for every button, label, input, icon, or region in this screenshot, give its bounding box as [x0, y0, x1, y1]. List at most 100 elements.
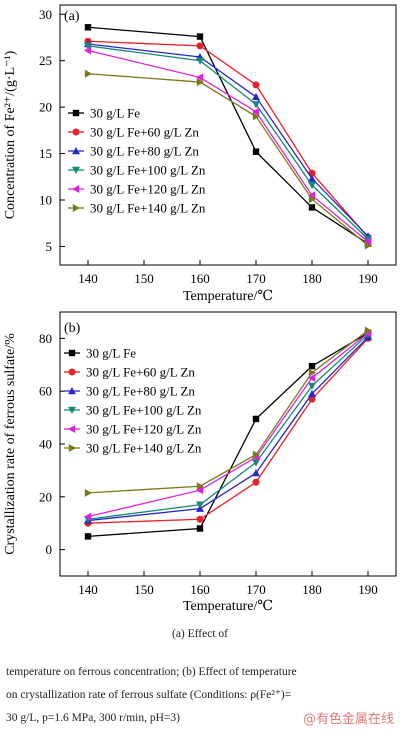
series-4: [84, 42, 372, 243]
x-tick-label: 160: [190, 582, 210, 597]
series-line: [87, 73, 369, 247]
series-6: [84, 69, 372, 250]
data-point: [196, 501, 204, 509]
data-point: [364, 241, 372, 250]
series-6: [84, 326, 372, 497]
y-axis-label: Crystallization rate of ferrous sulfate/…: [3, 333, 18, 555]
data-point: [196, 486, 204, 495]
series-5: [84, 46, 372, 246]
data-point: [84, 533, 92, 540]
data-point: [252, 459, 260, 467]
x-tick-label: 150: [134, 582, 154, 597]
x-axis-label: Temperature/℃: [183, 289, 273, 304]
y-tick-label: 20: [39, 489, 52, 504]
data-point: [308, 174, 316, 182]
legend-marker: [72, 147, 80, 155]
data-point: [308, 191, 316, 200]
legend-marker: [72, 185, 80, 193]
data-point: [308, 181, 316, 190]
y-tick-label: 40: [39, 437, 52, 452]
legend-entry: 30 g/L Fe+120 g/L Zn: [90, 182, 206, 197]
legend-entry: 30 g/L Fe+100 g/L Zn: [86, 403, 202, 418]
legend-entry: 30 g/L Fe: [86, 346, 136, 361]
x-tick-label: 160: [190, 271, 210, 286]
caption-line-3: on crystallization rate of ferrous sulfa…: [6, 689, 292, 701]
data-point: [84, 69, 92, 78]
data-point: [308, 204, 316, 211]
watermark: @有色金属在线: [302, 712, 394, 727]
legend-marker: [68, 444, 76, 452]
data-point: [308, 374, 316, 382]
legend: 30 g/L Fe 30 g/L Fe+60 g/L Zn 30 g/L Fe+80…: [68, 106, 206, 216]
data-point: [308, 382, 316, 390]
figure: 140 150 160 170 180 190 5 10 15 20 25 30 Temperature…: [3, 4, 397, 614]
data-point: [308, 362, 316, 370]
y-tick-label: 5: [46, 239, 53, 254]
data-point: [252, 469, 260, 477]
y-tick-label: 0: [46, 542, 53, 557]
data-point: [196, 42, 204, 50]
legend-marker: [72, 204, 80, 212]
chart-panel-a: 140 150 160 170 180 190 5 10 15 20 25 30 Temperature…: [3, 4, 397, 304]
y-tick-label: 80: [39, 331, 52, 346]
legend-entry: 30 g/L Fe+80 g/L Zn: [86, 384, 195, 399]
y-axis-label: Concentration of Fe²⁺/(g·L⁻¹): [3, 50, 18, 219]
data-point: [84, 488, 92, 497]
data-point: [84, 24, 92, 31]
legend-entry: 30 g/L Fe+140 g/L Zn: [86, 441, 202, 456]
legend-marker: [68, 425, 76, 433]
x-tick-label: 140: [78, 582, 98, 597]
legend-entry: 30 g/L Fe+80 g/L Zn: [90, 144, 199, 159]
y-tick-label: 60: [39, 384, 52, 399]
panel-label: (a): [64, 9, 80, 24]
caption-line-1: (a) Effect of: [172, 628, 228, 640]
data-point: [252, 450, 260, 459]
legend-marker: [72, 166, 80, 174]
x-tick-label: 140: [78, 271, 98, 286]
plot-frame: [59, 4, 397, 266]
data-point: [196, 482, 204, 491]
data-point: [84, 42, 92, 50]
caption-line-2: temperature on ferrous concentration; (b…: [6, 666, 297, 678]
data-point: [308, 195, 316, 204]
legend-entry: 30 g/L Fe+120 g/L Zn: [86, 422, 202, 437]
legend-entry: 30 g/L Fe+60 g/L Zn: [86, 365, 195, 380]
y-tick-label: 15: [39, 146, 52, 161]
panel-label: (b): [64, 321, 81, 336]
y-tick-label: 20: [39, 100, 52, 115]
x-tick-label: 170: [246, 582, 266, 597]
x-tick-label: 170: [246, 271, 266, 286]
series-5: [84, 329, 372, 521]
y-tick-label: 10: [39, 193, 52, 208]
data-point: [252, 92, 260, 101]
caption-line-4: 30 g/L, p=1.6 MPa, 300 r/min, pH=3): [6, 712, 180, 724]
legend-marker: [72, 109, 80, 117]
data-point: [196, 33, 204, 40]
data-point: [196, 515, 204, 523]
data-point: [364, 326, 372, 335]
data-point: [196, 78, 204, 87]
x-tick-label: 180: [302, 271, 322, 286]
caption-body: temperature on ferrous concentration; (b…: [6, 661, 398, 730]
x-tick-label: 190: [358, 271, 378, 286]
x-tick-label: 190: [358, 582, 378, 597]
data-point: [252, 101, 260, 109]
data-point: [252, 415, 260, 423]
y-tick-label: 30: [39, 7, 52, 22]
data-point: [252, 81, 260, 89]
x-tick-label: 150: [134, 271, 154, 286]
data-point: [252, 148, 260, 155]
legend-entry: 30 g/L Fe: [90, 106, 140, 121]
data-point: [252, 107, 260, 116]
y-tick-label: 25: [39, 53, 52, 68]
data-point: [252, 478, 260, 486]
data-point: [84, 512, 92, 521]
data-point: [196, 57, 204, 65]
legend-marker: [68, 349, 76, 357]
data-point: [308, 389, 316, 398]
legend-marker: [68, 406, 76, 414]
data-point: [364, 237, 372, 246]
data-point: [196, 73, 204, 82]
chart-panel-b: 140 150 160 170 180 190 0 20 40 60 80 Temperature/℃…: [3, 311, 397, 614]
data-point: [196, 525, 204, 532]
